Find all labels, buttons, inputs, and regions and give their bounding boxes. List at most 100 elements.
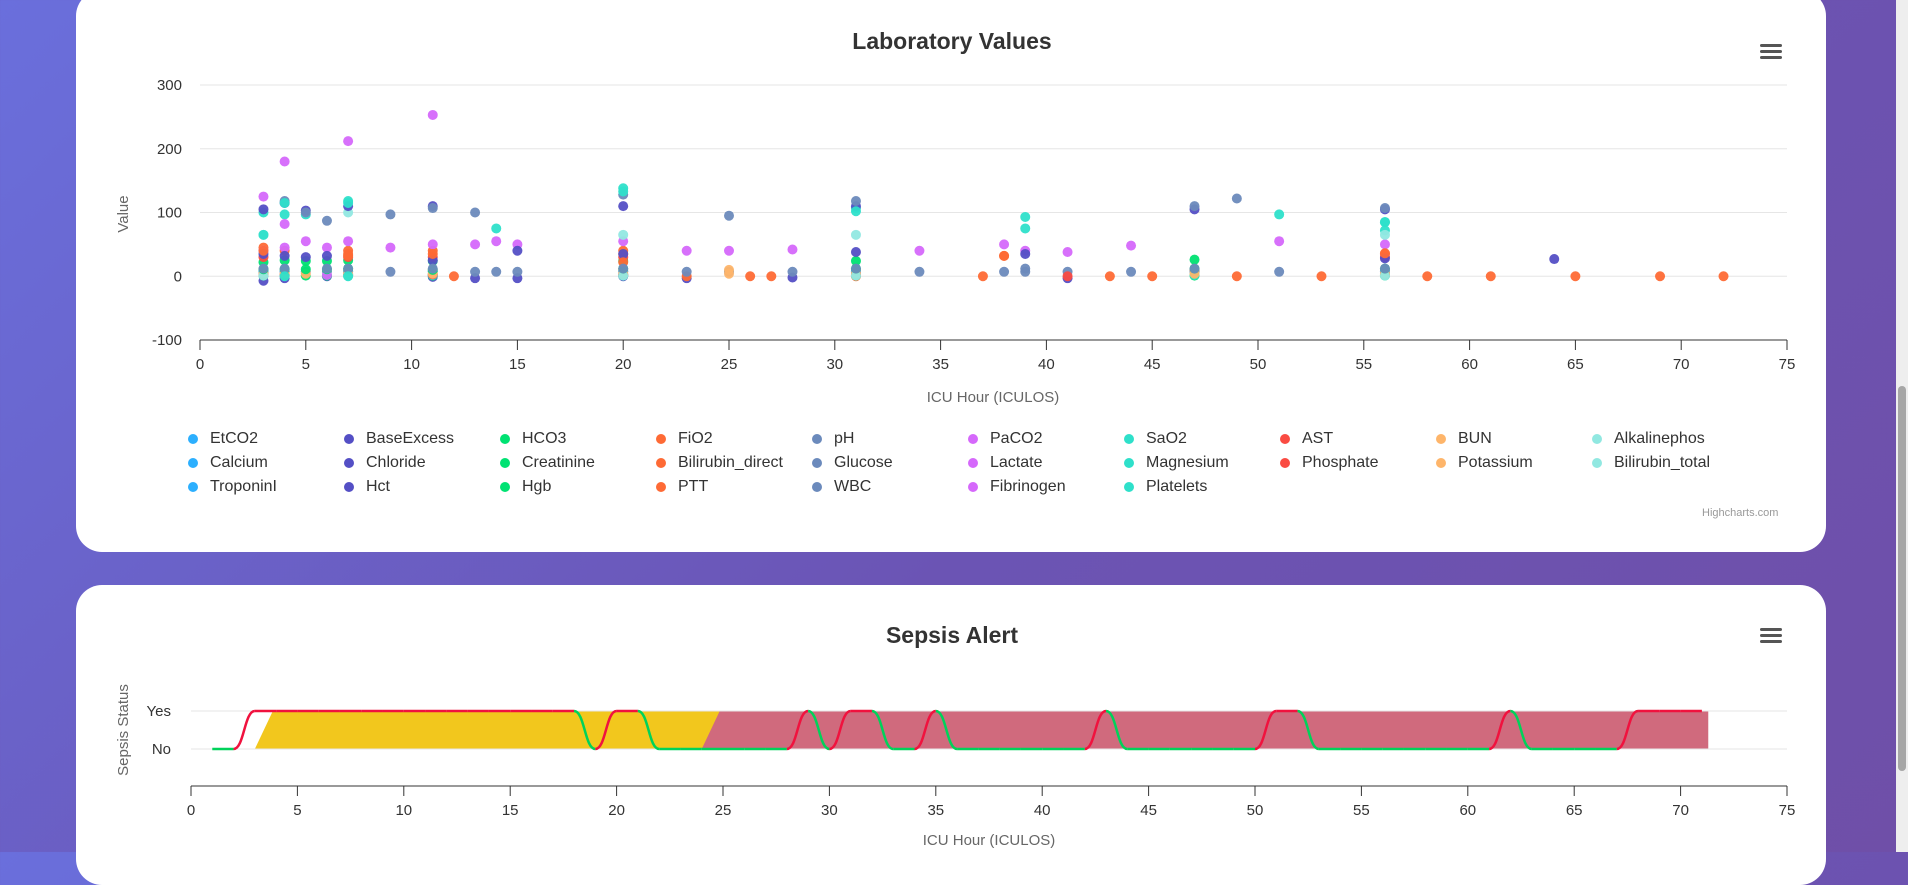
- status-segment[interactable]: [1297, 709, 1320, 751]
- legend-item[interactable]: Calcium: [188, 454, 344, 472]
- data-point[interactable]: [427, 248, 438, 259]
- data-point[interactable]: [300, 207, 311, 218]
- data-point[interactable]: [1231, 271, 1242, 282]
- status-segment[interactable]: [1616, 709, 1639, 751]
- legend-item[interactable]: Glucose: [812, 454, 968, 472]
- legend-item[interactable]: Bilirubin_total: [1592, 454, 1748, 472]
- data-point[interactable]: [512, 266, 523, 277]
- status-segment[interactable]: [1254, 709, 1277, 751]
- legend-item[interactable]: pH: [812, 430, 968, 448]
- data-point[interactable]: [258, 204, 269, 215]
- data-point[interactable]: [1718, 271, 1729, 282]
- data-point[interactable]: [618, 201, 629, 212]
- legend-item[interactable]: PaCO2: [968, 430, 1124, 448]
- data-point[interactable]: [850, 196, 861, 207]
- legend-item[interactable]: EtCO2: [188, 430, 344, 448]
- data-point[interactable]: [279, 156, 290, 167]
- data-point[interactable]: [618, 186, 629, 197]
- data-point[interactable]: [321, 250, 332, 261]
- data-point[interactable]: [850, 255, 861, 266]
- data-point[interactable]: [681, 266, 692, 277]
- data-point[interactable]: [343, 136, 354, 147]
- data-point[interactable]: [279, 209, 290, 220]
- data-point[interactable]: [491, 223, 502, 234]
- data-point[interactable]: [258, 229, 269, 240]
- legend-item[interactable]: Hct: [344, 478, 500, 496]
- sepsis-line[interactable]: [212, 709, 1702, 751]
- legend-item[interactable]: Platelets: [1124, 478, 1280, 496]
- legend-item[interactable]: Creatinine: [500, 454, 656, 472]
- chart-menu-icon[interactable]: [1760, 42, 1782, 60]
- data-point[interactable]: [258, 191, 269, 202]
- data-point[interactable]: [618, 263, 629, 274]
- data-point[interactable]: [787, 244, 798, 255]
- data-point[interactable]: [1126, 266, 1137, 277]
- data-point[interactable]: [1379, 203, 1390, 214]
- data-point[interactable]: [1189, 201, 1200, 212]
- legend-item[interactable]: Bilirubin_direct: [656, 454, 812, 472]
- data-point[interactable]: [343, 250, 354, 261]
- legend-item[interactable]: WBC: [812, 478, 968, 496]
- status-segment[interactable]: [786, 709, 809, 751]
- data-point[interactable]: [1062, 247, 1073, 258]
- data-point[interactable]: [343, 271, 354, 282]
- status-segment[interactable]: [914, 709, 937, 751]
- lab-points[interactable]: [258, 109, 1729, 286]
- status-segment[interactable]: [807, 709, 830, 751]
- data-point[interactable]: [766, 271, 777, 282]
- data-point[interactable]: [1274, 209, 1285, 220]
- data-point[interactable]: [470, 266, 481, 277]
- data-point[interactable]: [681, 245, 692, 256]
- data-point[interactable]: [448, 271, 459, 282]
- data-point[interactable]: [1379, 239, 1390, 250]
- data-point[interactable]: [850, 247, 861, 258]
- legend-item[interactable]: Chloride: [344, 454, 500, 472]
- data-point[interactable]: [787, 266, 798, 277]
- data-point[interactable]: [1189, 263, 1200, 274]
- legend-item[interactable]: Phosphate: [1280, 454, 1436, 472]
- data-point[interactable]: [385, 209, 396, 220]
- data-point[interactable]: [279, 197, 290, 208]
- data-point[interactable]: [321, 263, 332, 274]
- data-point[interactable]: [343, 263, 354, 274]
- data-point[interactable]: [1274, 266, 1285, 277]
- data-point[interactable]: [491, 236, 502, 247]
- status-segment[interactable]: [1084, 709, 1107, 751]
- legend-item[interactable]: Hgb: [500, 478, 656, 496]
- data-point[interactable]: [999, 239, 1010, 250]
- data-point[interactable]: [724, 268, 734, 279]
- data-point[interactable]: [914, 245, 925, 256]
- data-point[interactable]: [724, 210, 734, 221]
- legend-item[interactable]: Potassium: [1436, 454, 1592, 472]
- data-point[interactable]: [1316, 271, 1327, 282]
- data-point[interactable]: [1655, 271, 1666, 282]
- data-point[interactable]: [343, 197, 354, 208]
- legend-item[interactable]: SaO2: [1124, 430, 1280, 448]
- status-segment[interactable]: [1488, 709, 1511, 751]
- data-point[interactable]: [343, 236, 354, 247]
- legend-item[interactable]: FiO2: [656, 430, 812, 448]
- data-point[interactable]: [512, 245, 523, 256]
- data-point[interactable]: [1379, 217, 1390, 228]
- data-point[interactable]: [279, 242, 290, 253]
- legend-item[interactable]: HCO3: [500, 430, 656, 448]
- data-point[interactable]: [1422, 271, 1433, 282]
- data-point[interactable]: [1570, 271, 1581, 282]
- data-point[interactable]: [618, 229, 629, 240]
- data-point[interactable]: [724, 245, 734, 256]
- data-point[interactable]: [279, 271, 290, 282]
- status-segment[interactable]: [594, 709, 618, 751]
- data-point[interactable]: [470, 207, 481, 218]
- data-point[interactable]: [914, 266, 925, 277]
- data-point[interactable]: [258, 245, 269, 256]
- status-segment[interactable]: [935, 709, 958, 751]
- data-point[interactable]: [1020, 223, 1031, 234]
- data-point[interactable]: [999, 266, 1010, 277]
- data-point[interactable]: [1189, 254, 1200, 265]
- status-segment[interactable]: [573, 709, 596, 751]
- legend-item[interactable]: PTT: [656, 478, 812, 496]
- data-point[interactable]: [1485, 271, 1496, 282]
- data-point[interactable]: [491, 266, 502, 277]
- data-point[interactable]: [1147, 271, 1158, 282]
- legend-item[interactable]: Magnesium: [1124, 454, 1280, 472]
